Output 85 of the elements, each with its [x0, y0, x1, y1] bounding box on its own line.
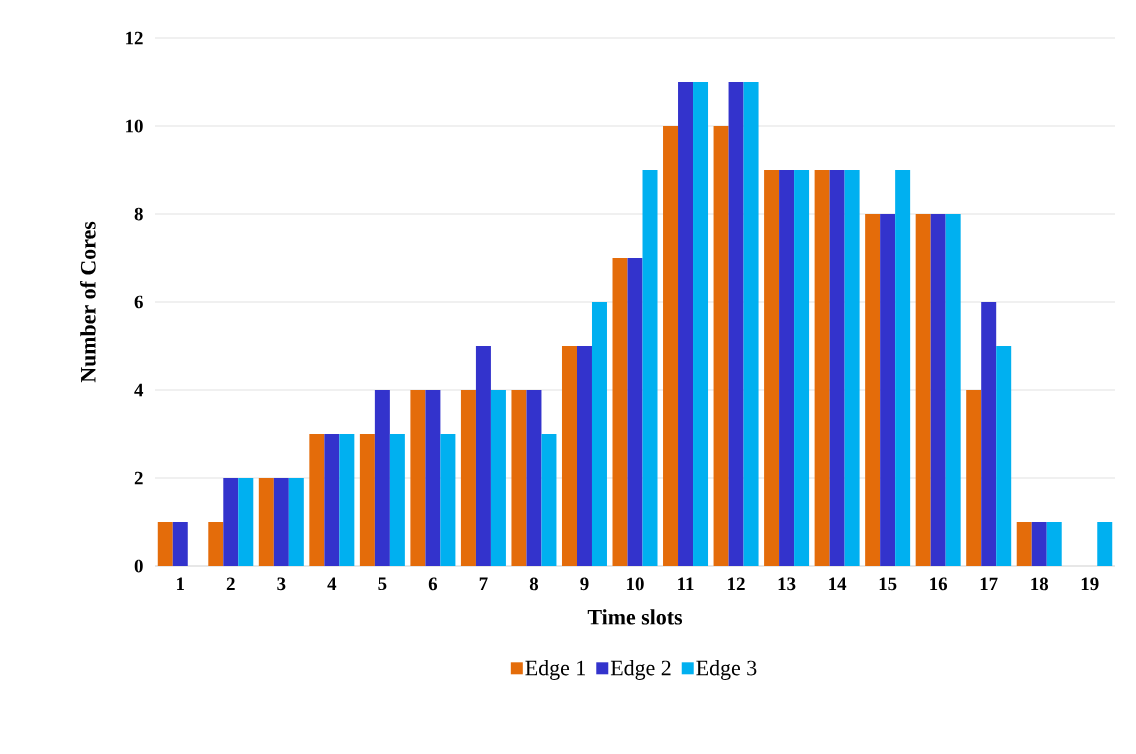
x-tick-label: 12	[728, 577, 745, 591]
bar	[324, 434, 340, 567]
x-tick-label: 14	[829, 577, 847, 591]
bar	[764, 170, 780, 567]
y-axis-title: Number of Cores	[80, 221, 96, 383]
bar	[880, 214, 896, 567]
bar	[208, 522, 224, 567]
bar	[779, 170, 795, 567]
bar	[814, 170, 830, 567]
y-tick-label: 0	[134, 559, 143, 573]
y-tick-label: 8	[134, 207, 143, 221]
x-tick-label: 17	[980, 577, 998, 591]
bar	[865, 214, 881, 567]
bar	[410, 390, 426, 567]
bar	[389, 434, 405, 567]
legend-label: Edge 1	[525, 659, 585, 680]
x-tick-label: 13	[778, 577, 796, 591]
bar	[743, 82, 759, 567]
x-tick-label: 15	[879, 577, 897, 591]
bar	[223, 478, 239, 567]
x-tick-label: 8	[529, 577, 539, 591]
y-tick-label: 2	[134, 471, 143, 485]
bar	[359, 434, 375, 567]
y-tick-label: 12	[126, 31, 143, 45]
x-tick-label: 7	[479, 577, 488, 590]
bar	[945, 214, 961, 567]
x-tick-label: 18	[1031, 577, 1049, 591]
bar	[309, 434, 325, 567]
bar	[895, 170, 911, 567]
x-tick-label: 11	[678, 577, 694, 591]
legend-label: Edge 2	[610, 659, 671, 680]
bar	[713, 126, 729, 567]
bar	[238, 478, 254, 567]
bar	[258, 478, 274, 567]
bar	[996, 346, 1012, 567]
x-axis-title: Time slots	[587, 609, 683, 625]
bar	[844, 170, 860, 567]
bar	[915, 214, 931, 567]
bar	[475, 346, 491, 567]
bar	[663, 126, 679, 567]
bar	[374, 390, 390, 567]
bar	[829, 170, 845, 567]
bar	[440, 434, 456, 567]
bar	[678, 82, 694, 567]
bar	[627, 258, 643, 567]
x-tick-label: 4	[327, 577, 337, 590]
bar	[561, 346, 577, 567]
bar	[642, 170, 658, 567]
bar	[288, 478, 304, 567]
x-tick-label: 16	[930, 577, 948, 591]
bar	[1097, 522, 1113, 567]
bar	[511, 390, 527, 567]
x-tick-label: 6	[428, 577, 438, 591]
bar	[794, 170, 810, 567]
bar	[157, 522, 173, 567]
x-tick-label: 1	[177, 577, 185, 591]
bar	[1016, 522, 1032, 567]
bar	[930, 214, 946, 567]
x-tick-label: 10	[627, 577, 644, 591]
bar	[1031, 522, 1047, 567]
x-tick-label: 5	[378, 577, 387, 591]
bar	[541, 434, 557, 567]
legend-label: Edge 3	[696, 659, 757, 680]
y-tick-label: 4	[134, 383, 144, 397]
bar	[526, 390, 542, 567]
bar	[576, 346, 592, 567]
bar	[693, 82, 709, 567]
x-tick-label: 3	[277, 577, 286, 591]
y-tick-label: 6	[134, 295, 143, 309]
bar	[966, 390, 982, 567]
bar	[1046, 522, 1062, 567]
bar	[591, 302, 607, 567]
bar	[460, 390, 476, 567]
x-tick-label: 9	[580, 577, 589, 591]
bar	[612, 258, 628, 567]
bar	[339, 434, 355, 567]
bar	[273, 478, 289, 567]
bar	[981, 302, 997, 567]
x-tick-label: 2	[226, 577, 235, 591]
bar	[728, 82, 744, 567]
bar	[172, 522, 188, 567]
y-tick-label: 10	[126, 119, 143, 133]
x-tick-label: 19	[1081, 577, 1099, 591]
bar	[490, 390, 506, 567]
bar	[425, 390, 441, 567]
